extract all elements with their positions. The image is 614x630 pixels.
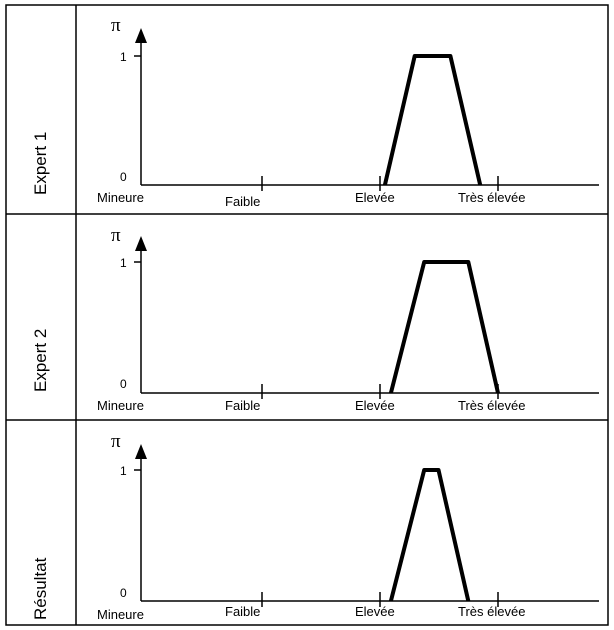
x-label-mineure: Mineure <box>97 607 144 622</box>
x-ticks <box>261 592 499 607</box>
panel-expert-2: Expert 2 π 1 0 Mineure Faible Elevée Trè… <box>31 225 599 413</box>
row-label-expert-1: Expert 1 <box>31 132 50 195</box>
x-label-tres-elevee: Très élevée <box>458 190 525 205</box>
y-tick-one: 1 <box>120 256 127 270</box>
x-label-tres-elevee: Très élevée <box>458 604 525 619</box>
trapezoid-expert-2 <box>388 260 500 394</box>
row-label-resultat: Résultat <box>31 557 50 620</box>
trapezoid-resultat <box>388 468 471 602</box>
x-label-faible: Faible <box>225 398 260 413</box>
pi-symbol: π <box>111 15 121 36</box>
x-label-mineure: Mineure <box>97 398 144 413</box>
y-tick-one: 1 <box>120 464 127 478</box>
row-label-expert-2: Expert 2 <box>31 329 50 392</box>
y-axis-arrowhead <box>135 28 147 43</box>
pi-symbol: π <box>111 431 121 452</box>
panel-expert-1: Expert 1 π 1 0 Mineure Faible Elevée Trè… <box>31 15 599 209</box>
y-axis-arrowhead <box>135 236 147 251</box>
y-tick-one: 1 <box>120 50 127 64</box>
pi-symbol: π <box>111 225 121 246</box>
x-ticks <box>261 176 499 191</box>
x-label-faible: Faible <box>225 604 260 619</box>
y-tick-zero: 0 <box>120 377 127 391</box>
x-label-mineure: Mineure <box>97 190 144 205</box>
x-label-elevee: Elevée <box>355 190 395 205</box>
x-label-faible: Faible <box>225 194 260 209</box>
x-label-elevee: Elevée <box>355 398 395 413</box>
y-tick-zero: 0 <box>120 170 127 184</box>
x-label-tres-elevee: Très élevée <box>458 398 525 413</box>
table-frame <box>5 4 609 626</box>
panel-resultat: Résultat π 1 0 Mineure Faible Elevée Trè… <box>31 431 599 622</box>
trapezoid-expert-1 <box>382 54 483 186</box>
y-tick-zero: 0 <box>120 586 127 600</box>
y-axis-arrowhead <box>135 444 147 459</box>
x-ticks <box>261 384 499 399</box>
x-label-elevee: Elevée <box>355 604 395 619</box>
